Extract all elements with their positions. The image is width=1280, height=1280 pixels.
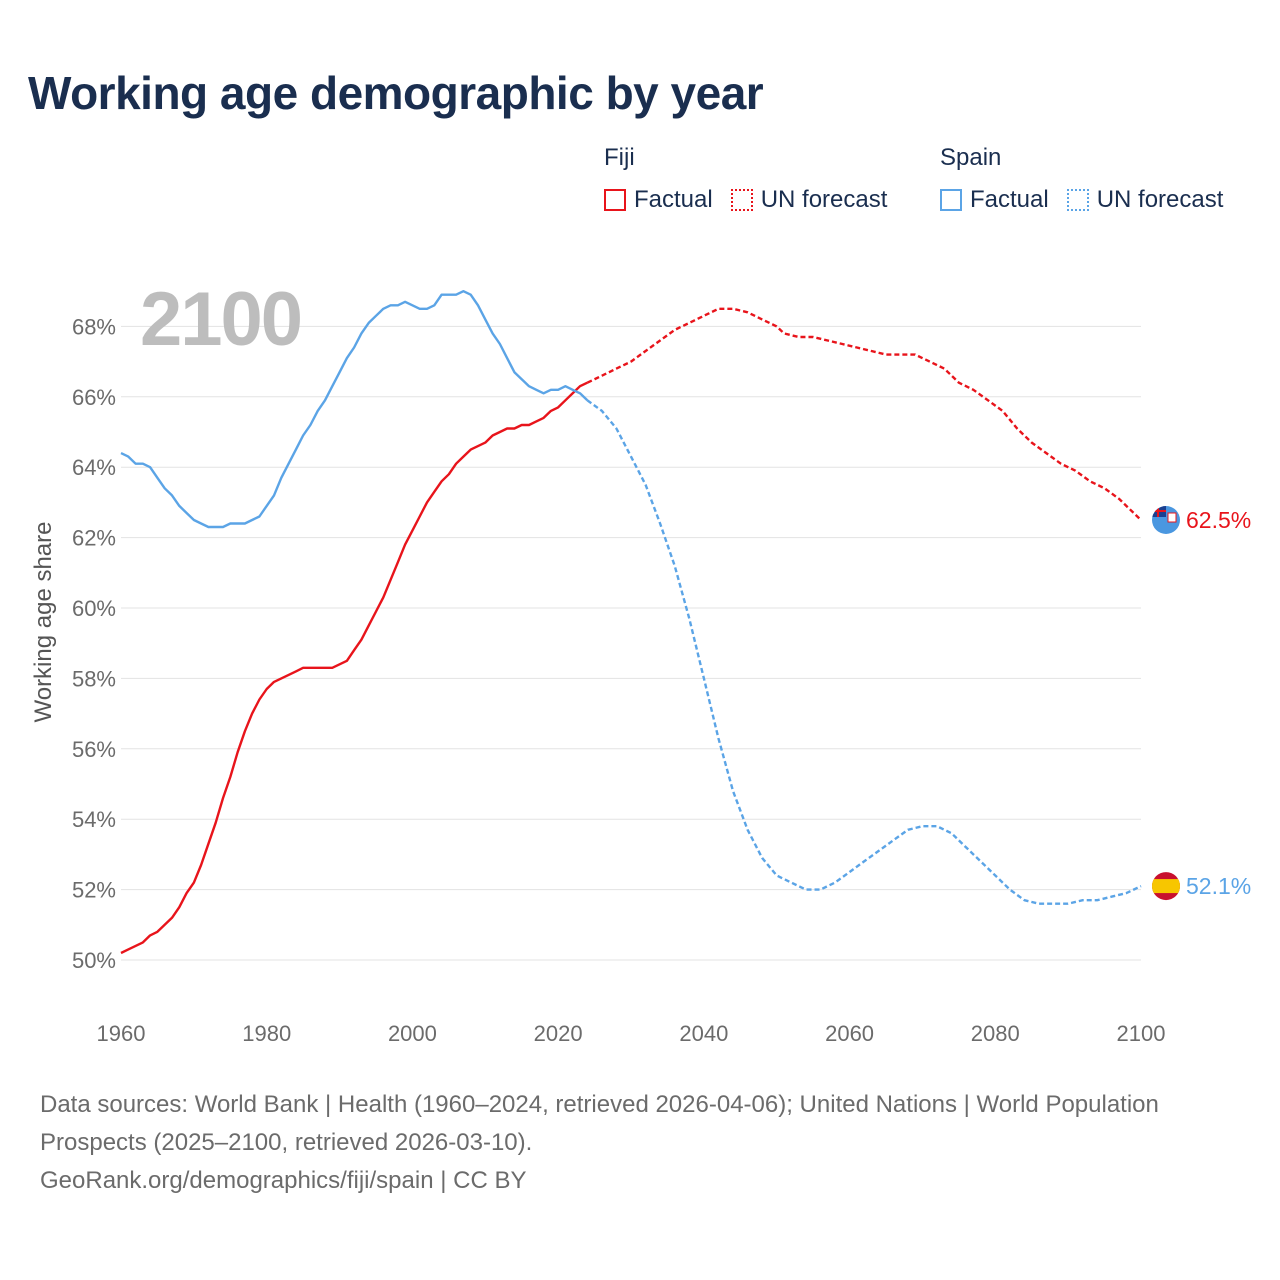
- series-line-spain-factual: [120, 290, 589, 529]
- legend-swatch-solid-icon: [940, 189, 962, 211]
- source-attribution[interactable]: GeoRank.org/demographics/fiji/spain | CC…: [40, 1167, 527, 1194]
- legend-group-fiji: Fiji Factual UN forecast: [604, 144, 905, 214]
- y-tick-label: 66%: [72, 385, 116, 410]
- x-tick-label: 2080: [971, 1021, 1020, 1046]
- y-tick-label: 64%: [72, 455, 116, 480]
- legend-swatch-dotted-icon: [1066, 189, 1089, 211]
- x-axis-ticks: 1960 1980 2000 2020 2040 2060 2080 2100: [97, 1021, 1166, 1046]
- y-tick-label: 58%: [72, 666, 116, 691]
- x-tick-label: 2000: [388, 1021, 437, 1046]
- end-value-label: 52.1%: [1186, 873, 1251, 899]
- end-markers: 62.5% 52.1%: [1152, 506, 1251, 901]
- legend-item-fiji-factual[interactable]: Factual: [604, 186, 713, 214]
- legend-swatch-solid-icon: [604, 189, 626, 211]
- y-tick-label: 56%: [72, 737, 116, 762]
- chart-title: Working age demographic by year: [28, 67, 764, 119]
- line-chart: 50% 52% 54% 56% 58% 60% 62% 64% 66% 68% 1960 1980 2…: [72, 290, 1251, 1046]
- y-tick-label: 50%: [72, 948, 116, 973]
- legend-label: UN forecast: [1096, 186, 1224, 213]
- source-note: Data sources: World Bank | Health (1960–…: [40, 1086, 1240, 1200]
- legend-item-fiji-forecast[interactable]: UN forecast: [730, 186, 888, 214]
- spain-flag-icon: [1152, 872, 1180, 901]
- y-tick-label: 68%: [72, 314, 116, 339]
- legend-label: UN forecast: [760, 186, 888, 213]
- legend-label: Factual: [970, 186, 1049, 213]
- fiji-flag-icon: [1152, 506, 1180, 534]
- legend-group-title: Fiji: [604, 144, 635, 171]
- legend-item-spain-forecast[interactable]: UN forecast: [1066, 186, 1224, 214]
- y-tick-label: 54%: [72, 807, 116, 832]
- y-tick-label: 62%: [72, 526, 116, 551]
- series-lines: [120, 290, 1142, 955]
- y-axis-ticks: 50% 52% 54% 56% 58% 60% 62% 64% 66% 68%: [72, 314, 116, 973]
- series-line-fiji-forecast: [586, 307, 1142, 521]
- legend-label: Factual: [634, 186, 713, 213]
- y-tick-label: 60%: [72, 596, 116, 621]
- end-value-label: 62.5%: [1186, 507, 1251, 533]
- legend-item-spain-factual[interactable]: Factual: [940, 186, 1049, 214]
- legend-group-spain: Spain Factual UN forecast: [940, 144, 1223, 214]
- year-watermark: 2100: [140, 277, 303, 362]
- x-tick-label: 2100: [1117, 1021, 1166, 1046]
- y-tick-label: 52%: [72, 878, 116, 903]
- x-tick-label: 1980: [242, 1021, 291, 1046]
- x-tick-label: 2060: [825, 1021, 874, 1046]
- x-tick-label: 1960: [97, 1021, 146, 1046]
- series-line-spain-forecast: [586, 399, 1142, 905]
- grid-lines: [121, 325, 1141, 961]
- source-line: Data sources: World Bank | Health (1960–…: [40, 1091, 1159, 1156]
- x-tick-label: 2040: [679, 1021, 728, 1046]
- legend-group-title: Spain: [940, 144, 1002, 171]
- legend-swatch-dotted-icon: [730, 189, 753, 211]
- series-line-fiji-factual: [120, 381, 588, 955]
- x-tick-label: 2020: [534, 1021, 583, 1046]
